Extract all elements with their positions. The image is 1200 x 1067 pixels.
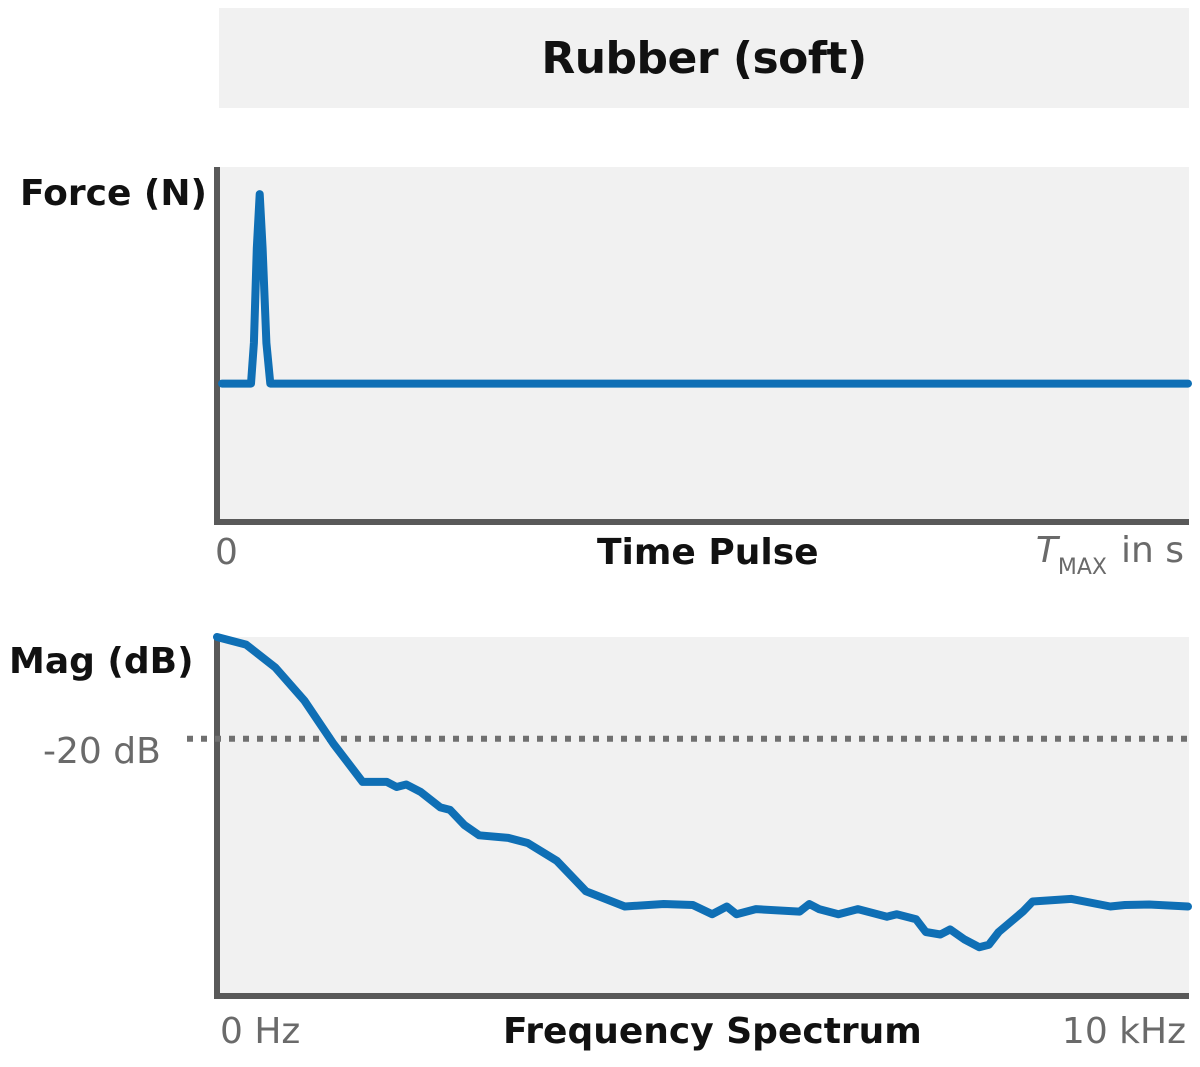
freq-x-axis	[214, 993, 1189, 999]
freq-series-group	[187, 633, 1192, 952]
time-x-axis	[214, 519, 1189, 525]
chart-title: Rubber (soft)	[541, 32, 867, 84]
time-y-axis-label: Force (N)	[20, 173, 207, 214]
freq-x-axis-label: Frequency Spectrum	[503, 1011, 922, 1052]
time-x-axis-label: Time Pulse	[597, 532, 819, 573]
force-series-line-0	[218, 190, 1192, 388]
time-x-tick-end: TMAX in s	[1036, 530, 1184, 580]
freq-plot-area	[219, 637, 1189, 993]
freq-y-axis	[214, 637, 220, 999]
tmax-symbol: T	[1035, 530, 1058, 571]
time-y-axis	[214, 167, 220, 525]
freq-y-axis-label: Mag (dB)	[9, 641, 194, 682]
time-series-group	[218, 190, 1192, 388]
chart-title-banner: Rubber (soft)	[219, 8, 1189, 108]
time-x-tick-start: 0	[215, 532, 238, 573]
reference-line-label: -20 dB	[43, 731, 161, 772]
time-plot-area	[219, 167, 1189, 519]
tmax-subscript: MAX	[1057, 555, 1107, 580]
freq-x-tick-end: 10 kHz	[1061, 1011, 1186, 1052]
freq-x-tick-start: 0 Hz	[220, 1011, 301, 1052]
tmax-unit: in s	[1120, 530, 1184, 571]
magnitude-series-line-0	[213, 633, 1192, 952]
